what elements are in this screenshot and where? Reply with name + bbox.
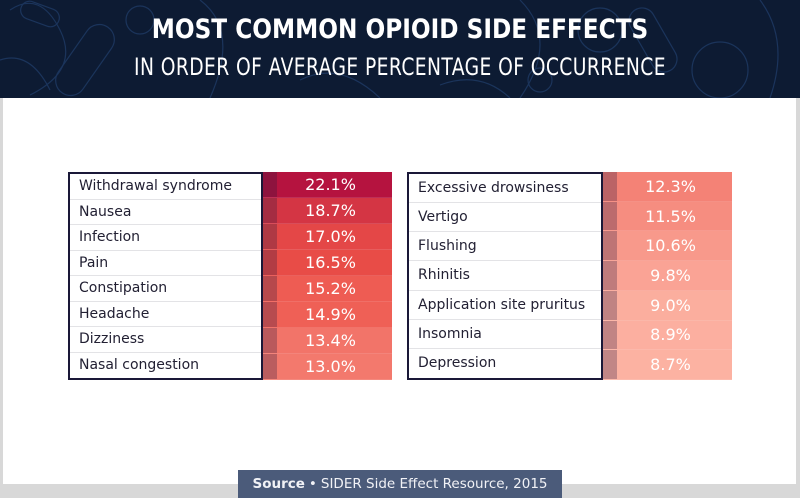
table-row-value-cell: 16.5% — [263, 250, 392, 276]
page-subtitle: IN ORDER OF AVERAGE PERCENTAGE OF OCCURR… — [134, 53, 666, 81]
table-row-value-cell: 17.0% — [263, 224, 392, 250]
table-row-label: Depression — [418, 355, 497, 372]
value-label: 9.8% — [650, 265, 691, 285]
value-column: 12.3% 11.5% 10.6% 9.8% 9.0% 8.9% 8.7% — [603, 172, 732, 380]
table-row-label: Withdrawal syndrome — [70, 174, 261, 200]
value-label: 18.7% — [305, 201, 356, 220]
table-row-label: Application site pruritus — [409, 291, 601, 320]
value-label: 16.5% — [305, 253, 356, 272]
value-label: 11.5% — [645, 206, 696, 226]
value-column: 22.1% 18.7% 17.0% 16.5% 15.2% 14.9% 13.4% 13.0% — [263, 172, 392, 380]
value-label: 22.1% — [305, 175, 356, 194]
table-row-value-cell: 12.3% — [603, 172, 732, 202]
source-separator-icon: • — [308, 476, 317, 492]
table-row-value-cell: 22.1% — [263, 172, 392, 198]
table-row-value-cell: 8.7% — [603, 350, 732, 380]
table-row-label: Nausea — [70, 200, 261, 225]
table-row-label: Pain — [70, 251, 261, 276]
table-row-label: Rhinitis — [409, 261, 601, 291]
table-row-label: Infection — [70, 225, 261, 251]
table-row-value-cell: 9.8% — [603, 261, 732, 291]
table-row-value-cell: 14.9% — [263, 302, 392, 328]
table-row-label: Flushing — [409, 232, 601, 262]
table-row-label: Nasal congestion — [79, 357, 200, 374]
table-row-value-cell: 9.0% — [603, 290, 732, 321]
source-footer: Source • SIDER Side Effect Resource, 201… — [238, 470, 562, 498]
table-row-value-cell: 11.5% — [603, 201, 732, 232]
page-title: MOST COMMON OPIOID SIDE EFFECTS — [151, 14, 649, 45]
table-row-value-cell: 13.0% — [263, 354, 392, 380]
source-label: Source — [252, 476, 305, 492]
table-row-value-cell: 18.7% — [263, 198, 392, 224]
value-label: 13.4% — [305, 331, 356, 350]
table-row-value-cell: 8.9% — [603, 320, 732, 351]
table-row-label: Vertigo — [409, 203, 601, 233]
source-text: SIDER Side Effect Resource, 2015 — [320, 476, 548, 492]
value-label: 8.9% — [650, 325, 691, 345]
table-row-value-cell: 15.2% — [263, 276, 392, 302]
label-column: Excessive drowsiness Vertigo Flushing Rhini… — [407, 172, 603, 380]
pill-pattern-background — [0, 0, 779, 98]
value-label: 13.0% — [305, 357, 356, 376]
table-row-value-cell: 13.4% — [263, 328, 392, 354]
value-label: 14.9% — [305, 305, 356, 324]
value-label: 9.0% — [650, 295, 691, 315]
value-label: 17.0% — [305, 227, 356, 246]
table-row-label: Insomnia — [409, 320, 601, 349]
value-label: 12.3% — [645, 176, 696, 196]
value-label: 15.2% — [305, 279, 356, 298]
value-label: 8.7% — [650, 355, 691, 375]
table-row-label: Headache — [70, 302, 261, 327]
table-row-value-cell: 10.6% — [603, 231, 732, 262]
value-label: 10.6% — [645, 236, 696, 256]
table-row-label: Dizziness — [70, 327, 261, 353]
header-banner: MOST COMMON OPIOID SIDE EFFECTS IN ORDER… — [0, 0, 800, 98]
label-column: Withdrawal syndrome Nausea Infection Pain Co… — [68, 172, 263, 380]
table-row-label: Constipation — [70, 276, 261, 302]
table-row-label: Excessive drowsiness — [409, 174, 601, 204]
